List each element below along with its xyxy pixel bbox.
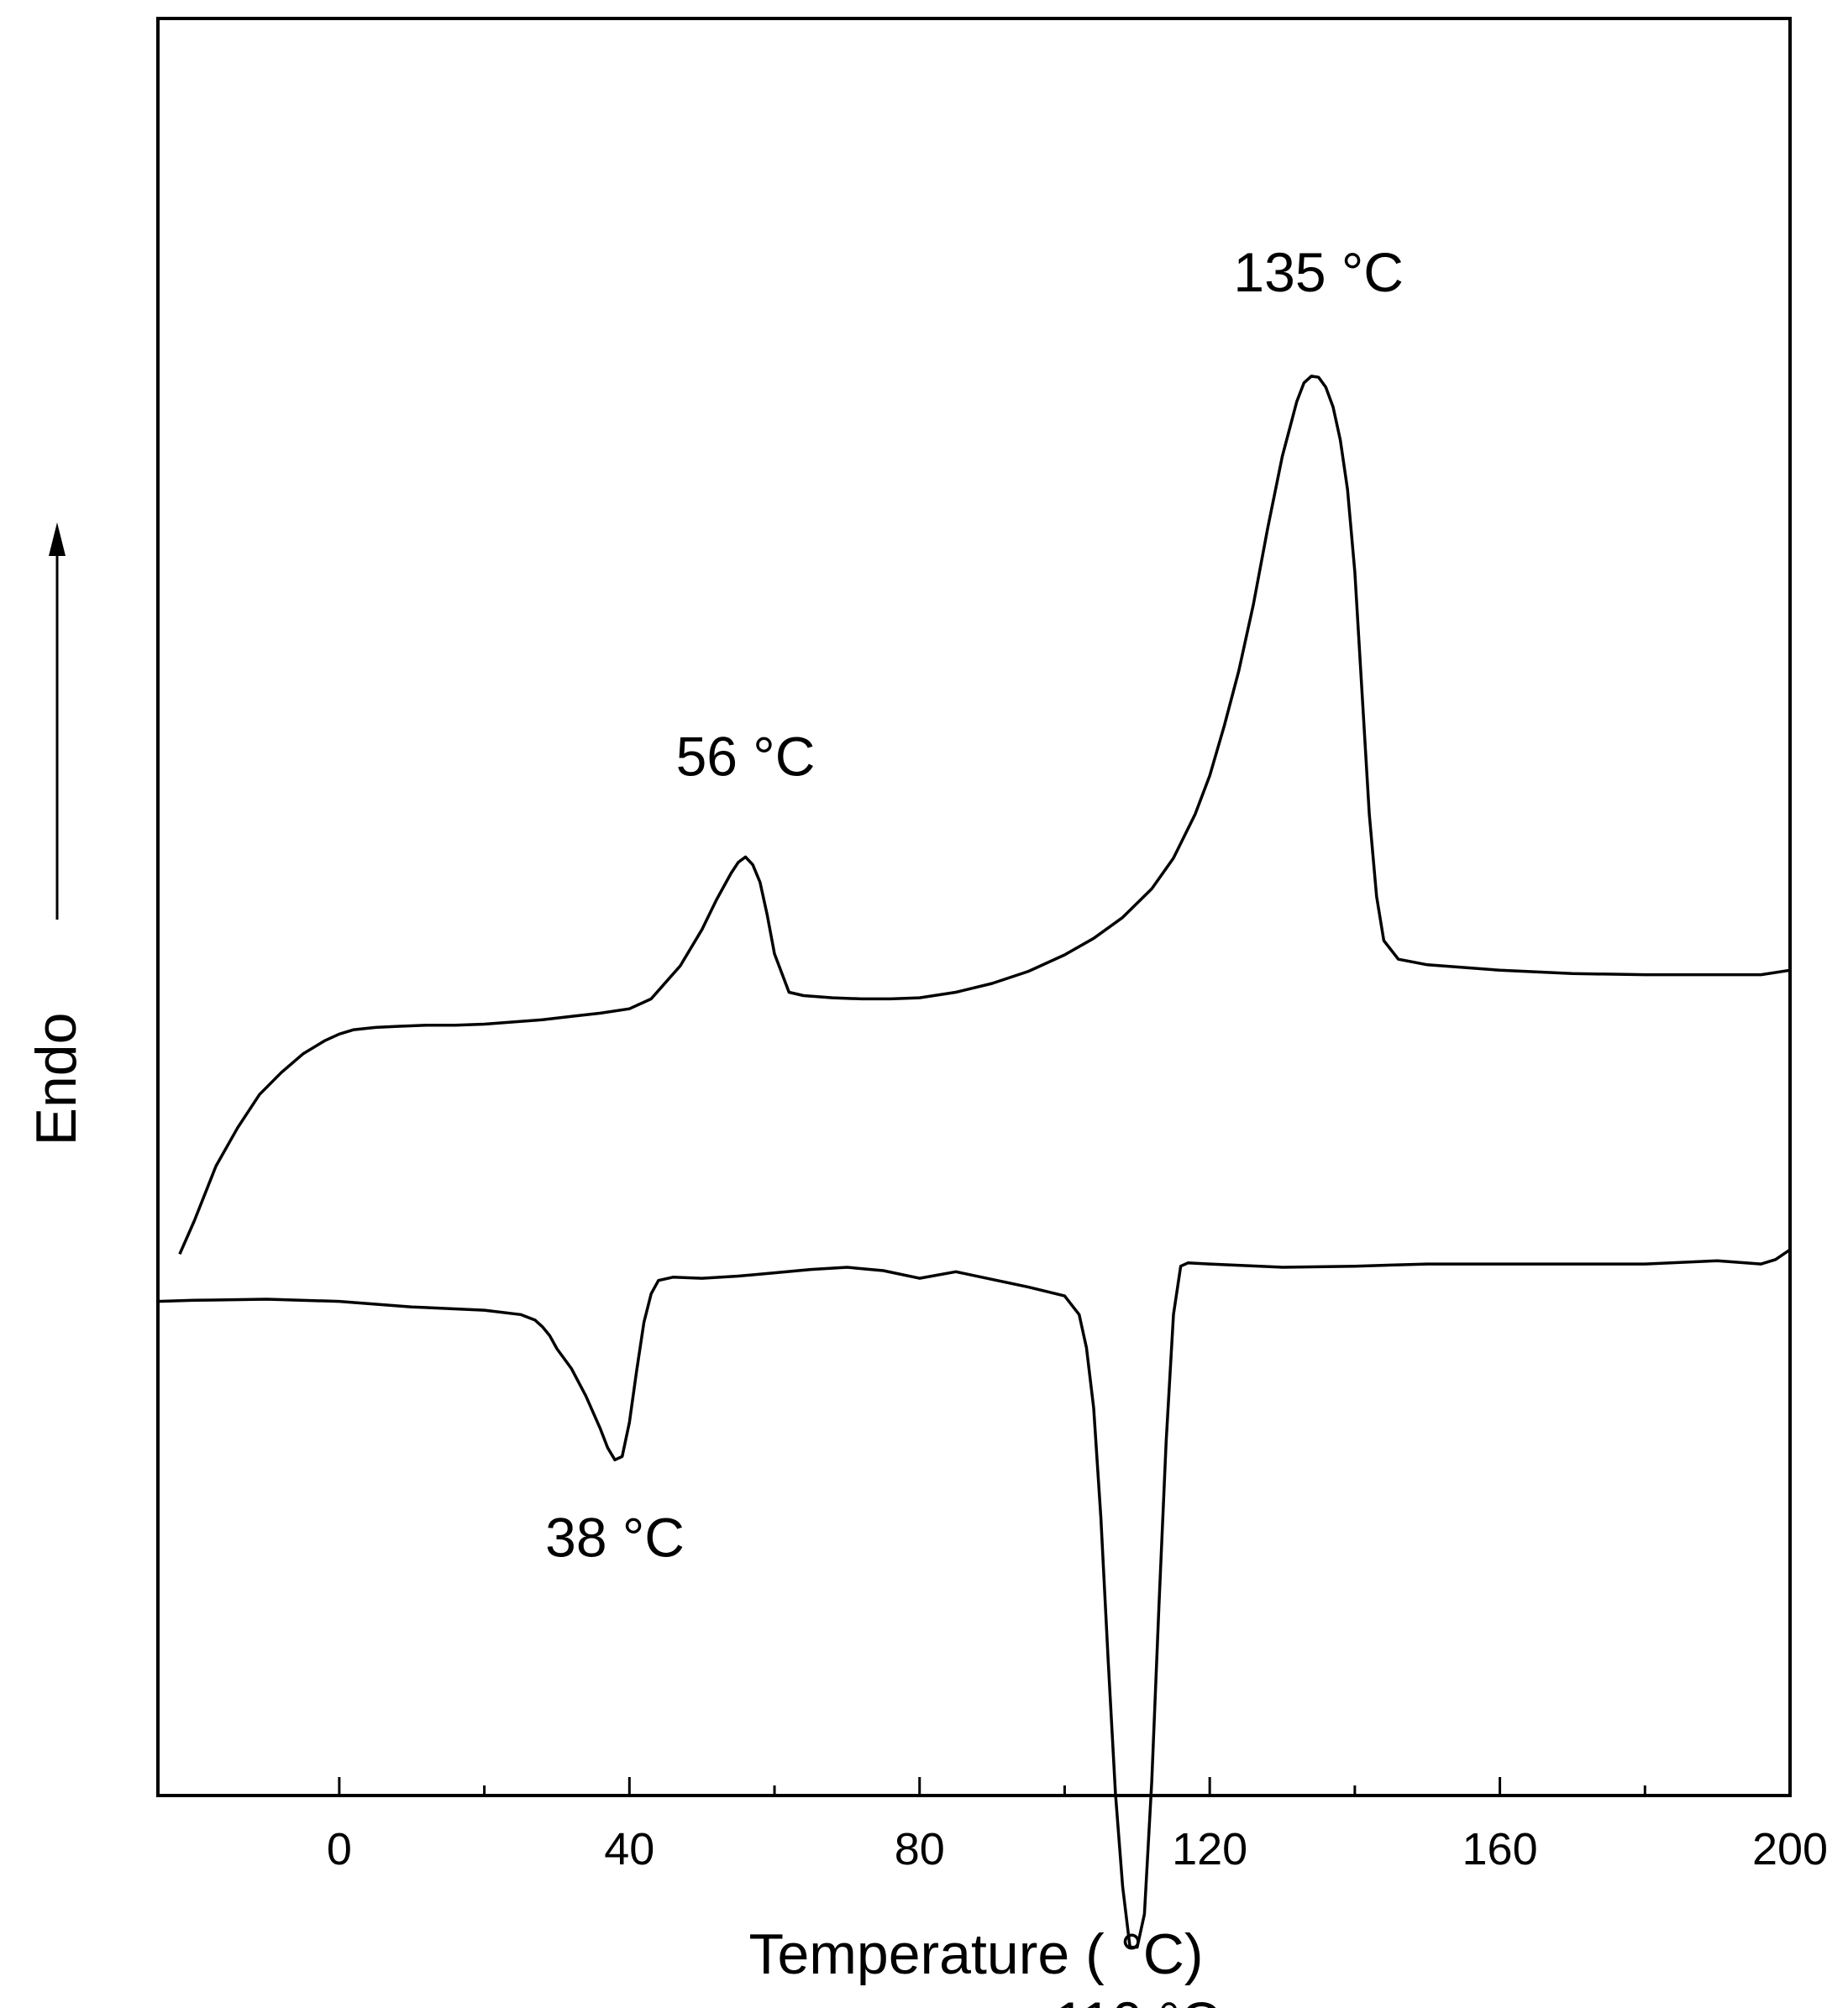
x-tick-label: 200 [1752, 1824, 1828, 1874]
peak-annotations: 135 °C 56 °C 38 °C 110 °C [545, 241, 1404, 2008]
series-line-2 [157, 1248, 1791, 1949]
x-tick-label: 80 [895, 1824, 945, 1874]
peak-label: 110 °C [1054, 1990, 1221, 2008]
endo-arrow-head-icon [49, 522, 66, 556]
x-axis-title: Temperature ( °C) [748, 1922, 1203, 1986]
x-tick-label: 0 [327, 1824, 352, 1874]
tick-labels: 0 40 80 120 160 200 [327, 1824, 1828, 1874]
series-group [157, 375, 1791, 1949]
plot-frame [156, 17, 1792, 1797]
series-line-1 [178, 375, 1791, 1256]
endo-arrow [49, 522, 66, 920]
y-axis-title: Endo [24, 1013, 88, 1146]
x-tick-label: 160 [1462, 1824, 1538, 1874]
peak-label: 38 °C [545, 1507, 685, 1569]
x-tick-label: 120 [1172, 1824, 1247, 1874]
peak-label: 56 °C [676, 725, 816, 787]
peak-label: 135 °C [1233, 241, 1404, 303]
tick-marks [338, 1777, 1792, 1796]
x-tick-label: 40 [604, 1824, 654, 1874]
